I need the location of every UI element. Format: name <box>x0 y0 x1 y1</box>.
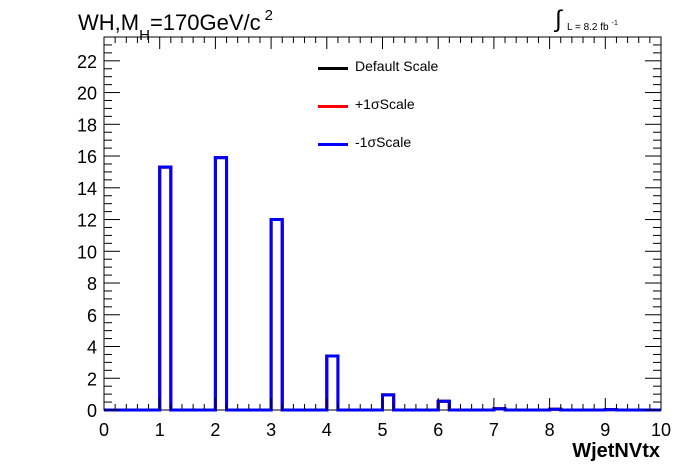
legend-label-default: Default Scale <box>355 58 439 74</box>
y-tick-label: 20 <box>77 84 97 104</box>
x-tick-label: 10 <box>651 420 671 440</box>
title-superscript: 2 <box>264 7 273 24</box>
integral-symbol: ∫ <box>555 6 562 33</box>
y-tick-label: 22 <box>77 52 97 72</box>
x-tick-label: 5 <box>377 420 387 440</box>
x-axis-label: WjetNVtx <box>572 440 660 462</box>
y-tick-label: 18 <box>77 115 97 135</box>
y-tick-label: 8 <box>87 274 97 294</box>
y-tick-label: 4 <box>87 338 97 358</box>
series-layer <box>104 156 661 412</box>
chart-title: WH,MH=170GeV/c 2 <box>78 7 273 44</box>
legend-label-minus: -1σScale <box>355 134 412 150</box>
legend-line-default <box>318 67 348 70</box>
x-tick-label: 9 <box>600 420 610 440</box>
y-tick-label: 14 <box>77 179 97 199</box>
x-tick-label: 7 <box>489 420 499 440</box>
histogram-series-0 <box>104 156 661 412</box>
title-prefix: WH,M <box>78 10 140 35</box>
x-tick-label: 3 <box>266 420 276 440</box>
title-subscript: H <box>139 27 150 44</box>
x-tick-label: 4 <box>322 420 332 440</box>
luminosity-unit-sup: -1 <box>611 20 618 27</box>
y-tick-label: 12 <box>77 211 97 231</box>
x-tick-label: 0 <box>99 420 109 440</box>
y-tick-label: 2 <box>87 369 97 389</box>
x-tick-label: 6 <box>433 420 443 440</box>
y-tick-label: 6 <box>87 306 97 326</box>
luminosity-text: L = 8.2 fb -1 <box>567 20 618 33</box>
legend-line-plus <box>318 105 348 108</box>
legend-line-minus <box>318 143 348 146</box>
legend-label-plus: +1σScale <box>355 96 415 112</box>
x-tick-label: 8 <box>545 420 555 440</box>
title-suffix: =170GeV/c <box>149 10 261 35</box>
x-tick-label: 2 <box>210 420 220 440</box>
y-tick-label: 16 <box>77 147 97 167</box>
y-tick-label: 0 <box>87 401 97 421</box>
x-tick-label: 1 <box>155 420 165 440</box>
luminosity-value: L = 8.2 fb <box>567 22 609 33</box>
plot-frame <box>103 36 662 411</box>
histogram-series-1 <box>104 156 661 412</box>
y-tick-label: 10 <box>77 242 97 262</box>
histogram-series-2 <box>104 156 661 412</box>
